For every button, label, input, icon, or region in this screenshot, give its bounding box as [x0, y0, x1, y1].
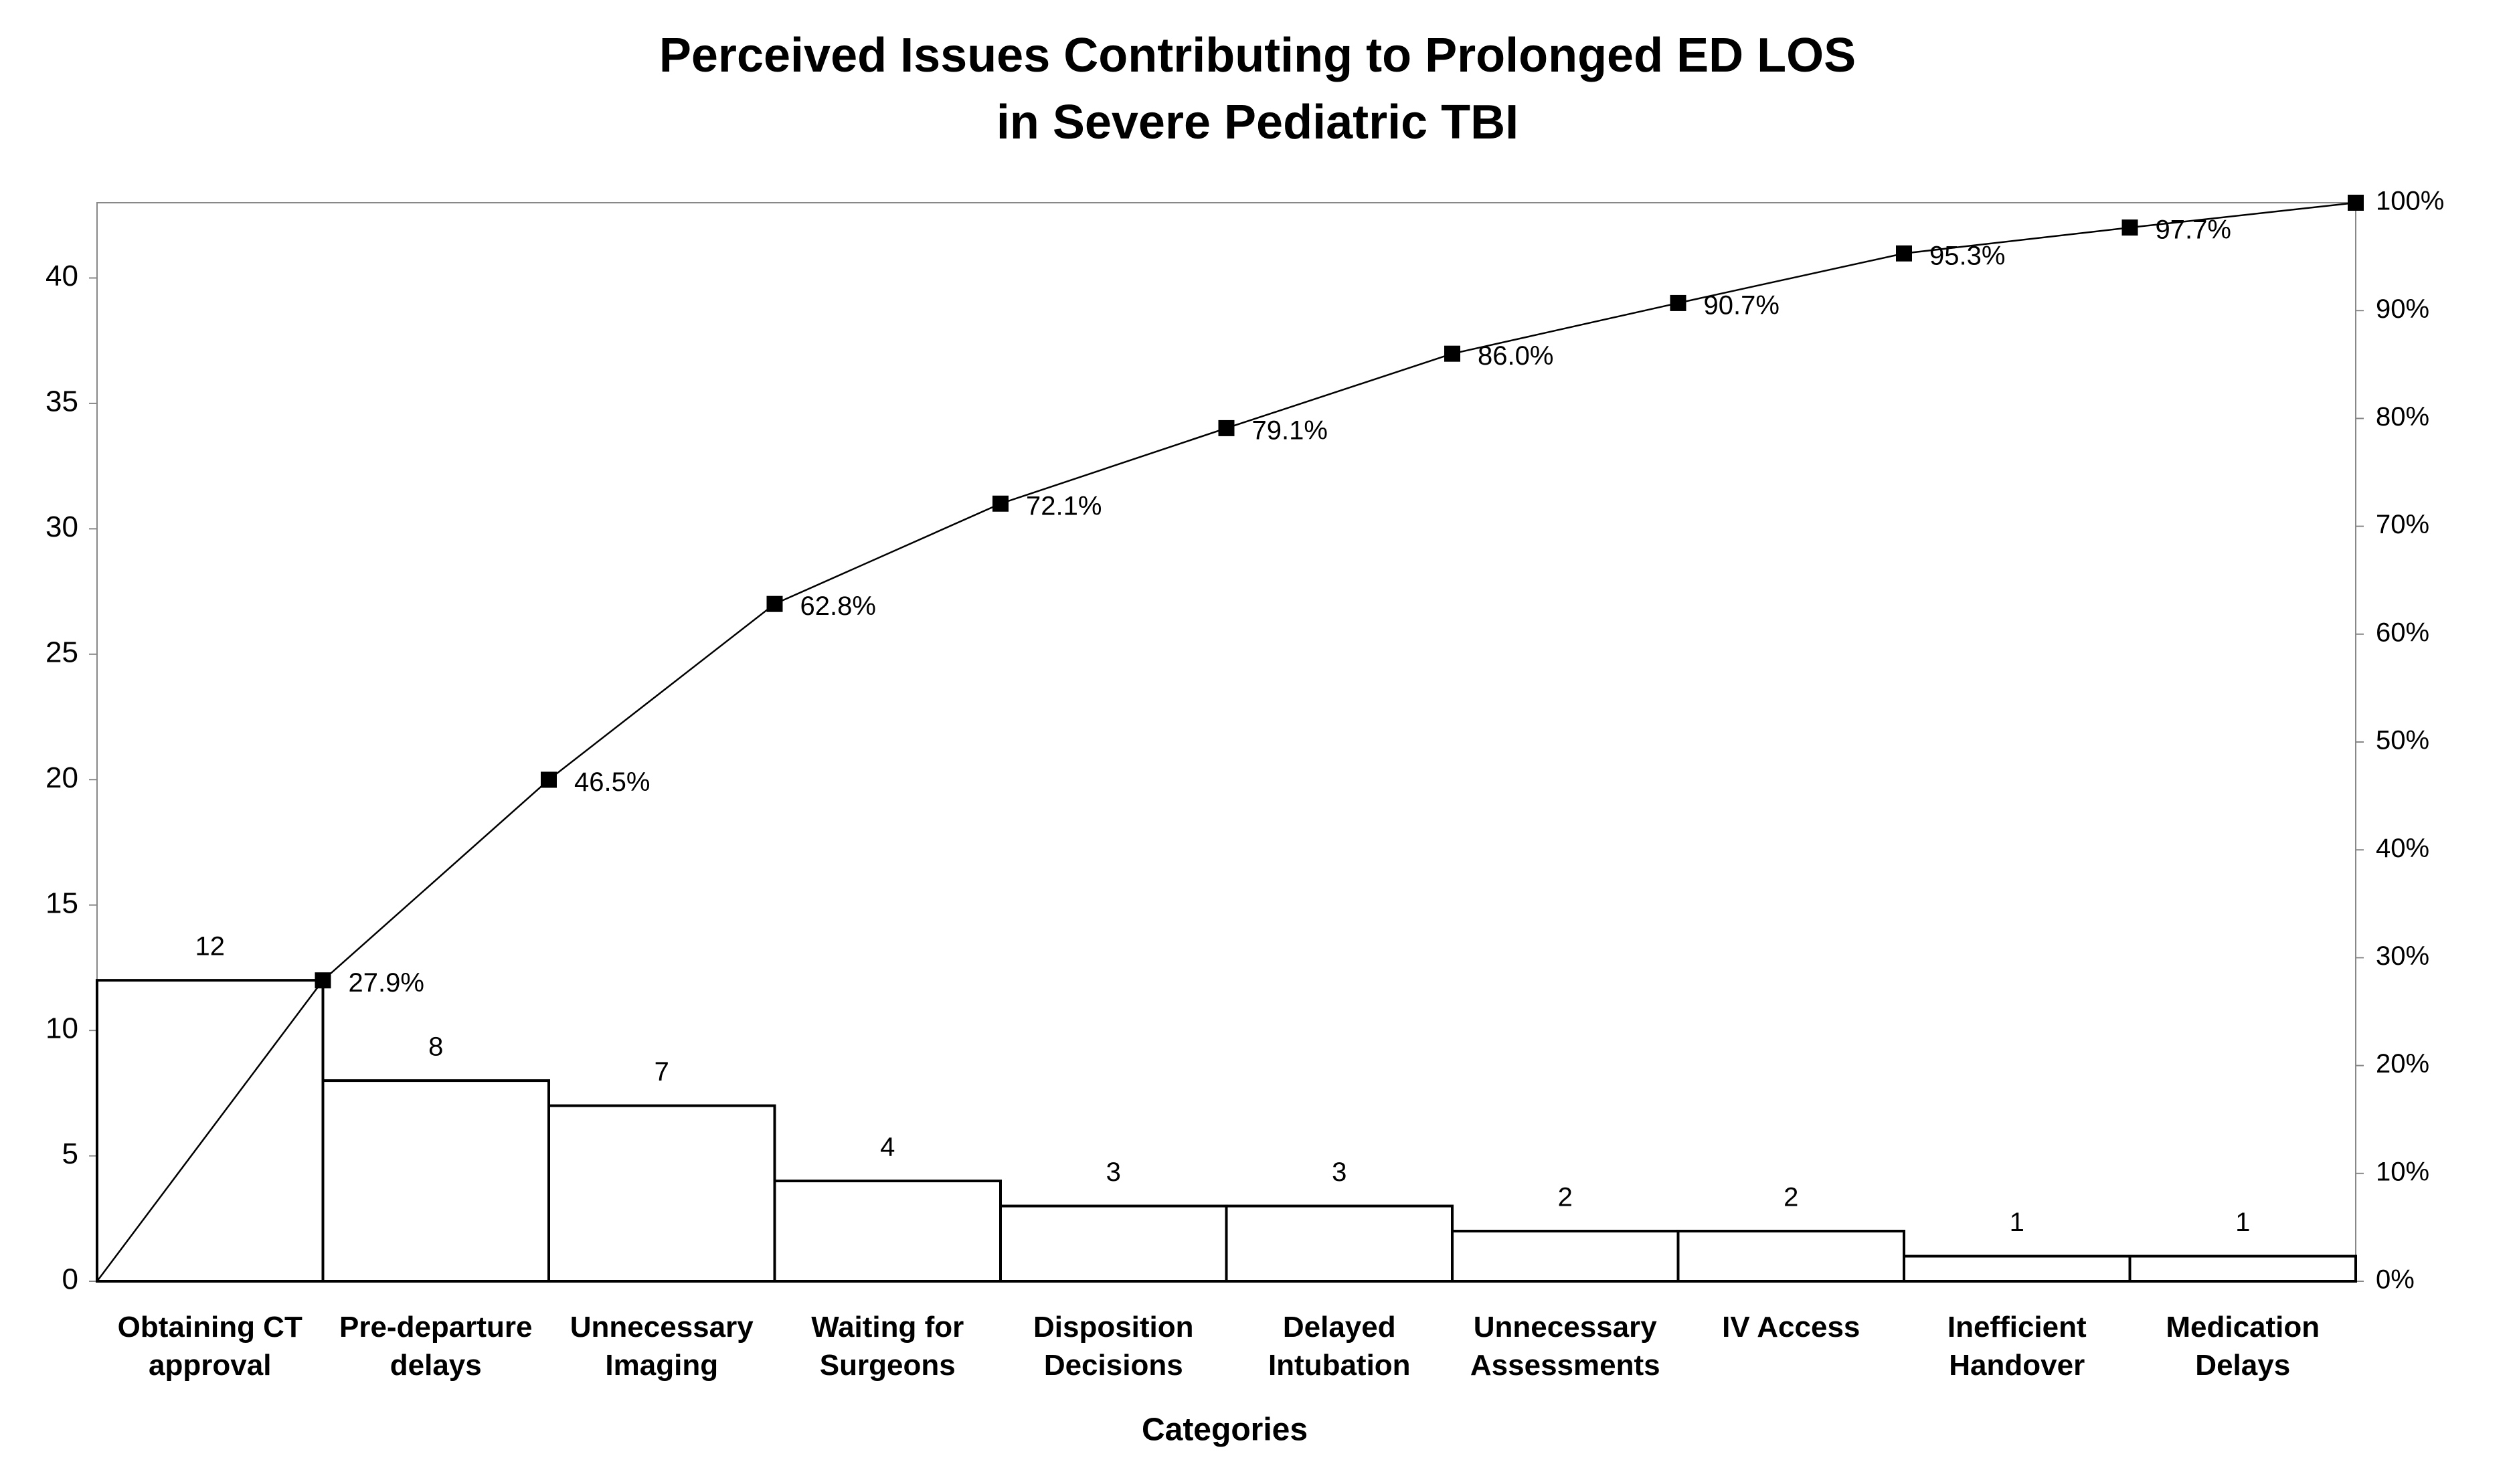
y2-tick-label: 30% [2376, 941, 2429, 971]
bar [1903, 1255, 2132, 1283]
y2-tick-label: 70% [2376, 510, 2429, 539]
y2-tick-label: 90% [2376, 294, 2429, 324]
y-tick-label: 15 [46, 887, 78, 919]
cumulative-value-label: 86.0% [1478, 341, 1553, 371]
y-tick-label: 40 [46, 260, 78, 292]
cumulative-value-label: 27.9% [349, 968, 424, 998]
x-tick-label-box: Disposition Decisions [1033, 1311, 1194, 1382]
bar-value-label: 8 [428, 1032, 443, 1062]
bar-value-label: 4 [880, 1133, 895, 1162]
chart-title: in Severe Pediatric TBI [996, 96, 1519, 149]
bar-value-label: 3 [1332, 1157, 1347, 1187]
x-tick-label: Disposition Decisions [1033, 1311, 1194, 1382]
bar [773, 1180, 1002, 1283]
bar-value-label: 12 [195, 932, 226, 961]
y-tick-label: 0 [62, 1263, 78, 1296]
bar [1676, 1230, 1905, 1283]
x-tick-label-box: Unnecessary Imaging [570, 1311, 754, 1382]
x-tick-label-box: Pre-departure delays [339, 1311, 533, 1382]
x-tick-label: Inefficient Handover [1947, 1311, 2087, 1382]
cumulative-marker [992, 495, 1009, 512]
bar [1225, 1204, 1454, 1283]
y2-tick-label: 80% [2376, 402, 2429, 432]
bar-value-label: 7 [655, 1057, 669, 1087]
x-tick-label-box: Obtaining CT approval [117, 1311, 302, 1382]
x-tick-label: Pre-departure delays [339, 1311, 533, 1382]
cumulative-marker [1896, 245, 1912, 262]
x-tick-label: Unnecessary Imaging [570, 1311, 754, 1382]
y2-tick-label: 60% [2376, 618, 2429, 647]
cumulative-marker [1670, 294, 1686, 311]
pareto-lead-in [96, 980, 324, 1282]
x-tick-label-box: Medication Delays [2166, 1311, 2320, 1382]
bar-value-label: 2 [1558, 1183, 1573, 1212]
bar-value-label: 2 [1784, 1183, 1798, 1212]
y2-tick-label: 0% [2376, 1265, 2415, 1295]
cumulative-line [322, 201, 2356, 982]
bar-value-label: 3 [1106, 1157, 1121, 1187]
cumulative-value-label: 72.1% [1026, 491, 1102, 521]
x-tick-label: Obtaining CT approval [117, 1311, 302, 1382]
x-tick-label: Unnecessary Assessments [1470, 1311, 1660, 1382]
y-tick-label: 35 [46, 385, 78, 418]
cumulative-value-label: 97.7% [2156, 215, 2231, 245]
cumulative-value-label: 95.3% [1929, 241, 2005, 270]
y-tick-label: 30 [46, 511, 78, 543]
cumulative-value-label: 90.7% [1704, 290, 1780, 320]
cumulative-value-label: 79.1% [1252, 415, 1328, 445]
cumulative-marker [541, 771, 557, 788]
x-tick-label-box: Inefficient Handover [1947, 1311, 2087, 1382]
x-tick-label-box: IV Access [1722, 1311, 1860, 1343]
cumulative-marker [1444, 345, 1460, 362]
bar [547, 1104, 776, 1283]
x-tick-label: Delayed Intubation [1268, 1311, 1411, 1382]
bar [999, 1204, 1228, 1283]
x-tick-label: Medication Delays [2166, 1311, 2320, 1382]
y-tick-label: 20 [46, 761, 78, 794]
x-tick-label: Waiting for Surgeons [811, 1311, 964, 1382]
x-tick-label: IV Access [1722, 1311, 1860, 1343]
x-tick-label-box: Delayed Intubation [1268, 1311, 1411, 1382]
bar [321, 1079, 550, 1283]
cumulative-marker [315, 972, 331, 989]
y-tick-label: 5 [62, 1137, 78, 1170]
cumulative-marker [766, 595, 783, 612]
x-tick-label-box: Unnecessary Assessments [1470, 1311, 1660, 1382]
y2-tick-label: 10% [2376, 1157, 2429, 1186]
bar [2128, 1255, 2357, 1283]
y-tick-label: 10 [46, 1012, 78, 1045]
bar-value-label: 1 [2235, 1208, 2250, 1237]
cumulative-marker [1218, 420, 1235, 436]
cumulative-marker [2121, 219, 2138, 236]
x-axis-label: Categories [1142, 1412, 1308, 1448]
chart-title: Perceived Issues Contributing to Prolong… [659, 29, 1856, 82]
y2-tick-label: 100% [2376, 187, 2444, 216]
cumulative-marker [2348, 195, 2364, 211]
cumulative-value-label: 46.5% [574, 767, 650, 797]
y2-tick-label: 50% [2376, 726, 2429, 755]
y2-tick-label: 40% [2376, 834, 2429, 863]
bar-value-label: 1 [2010, 1208, 2024, 1237]
y-tick-label: 25 [46, 636, 78, 668]
y2-tick-label: 20% [2376, 1049, 2429, 1079]
x-tick-label-box: Waiting for Surgeons [811, 1311, 964, 1382]
cumulative-value-label: 62.8% [800, 591, 876, 621]
bar [1451, 1230, 1680, 1283]
